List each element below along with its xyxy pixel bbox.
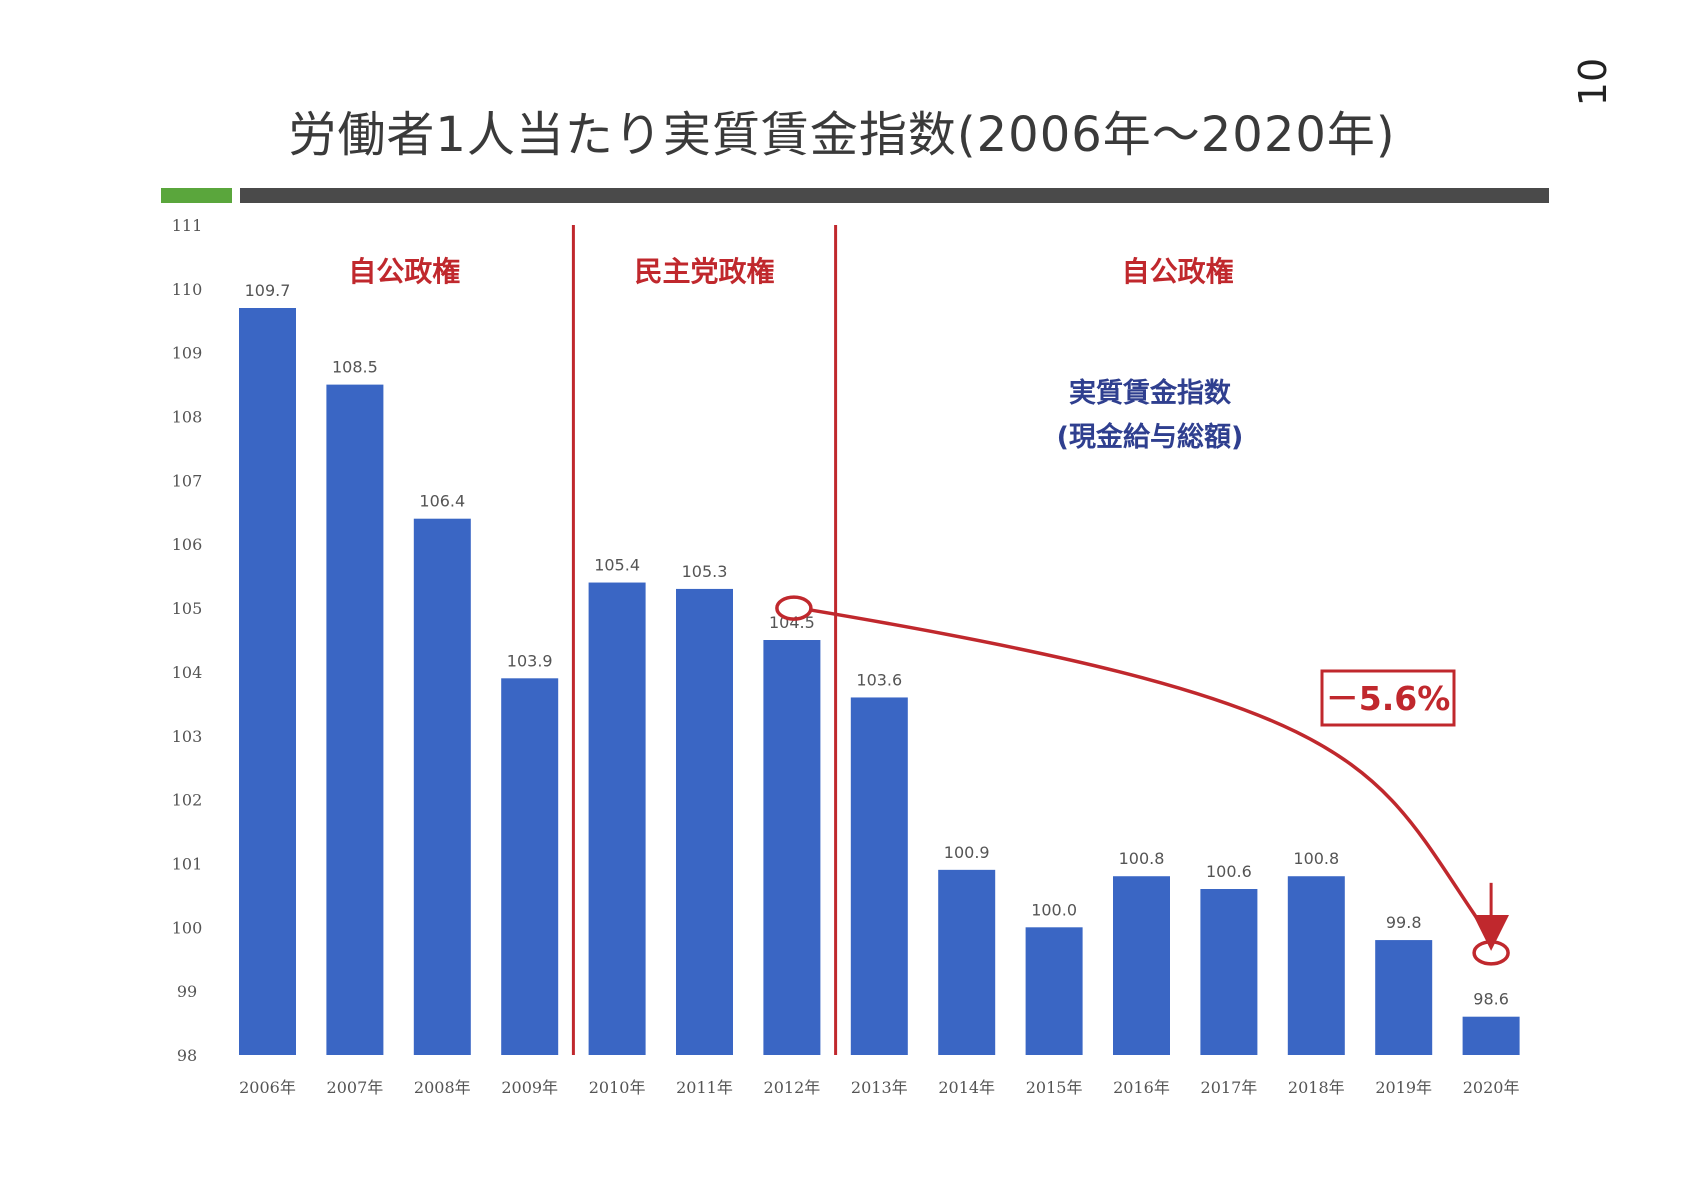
era-label: 自公政権 (1122, 255, 1234, 288)
y-tick-label: 103 (172, 727, 203, 746)
legend-line-1: 実質賃金指数 (1069, 377, 1232, 409)
bar-value-label: 100.9 (944, 843, 990, 862)
bars (239, 308, 1520, 1056)
era-label: 自公政権 (348, 255, 460, 288)
page-title: 労働者1人当たり実質賃金指数(2006年～2020年) (288, 107, 1396, 163)
bar-value-label: 105.3 (682, 562, 728, 581)
bar (239, 308, 296, 1055)
end-marker-circle (1472, 940, 1510, 966)
bar-value-label: 105.4 (594, 556, 640, 575)
y-tick-label: 100 (172, 918, 203, 937)
bar (1287, 876, 1345, 1055)
percentage-box (1320, 669, 1456, 727)
bar-value-label: 99.8 (1386, 913, 1422, 932)
decline-annotation: －5.6% (775, 595, 1510, 966)
legend-line-2: (現金給与総額) (1057, 421, 1244, 453)
x-tick-label: 2009年 (501, 1078, 558, 1097)
bar (588, 582, 646, 1055)
bar-value-label: 109.7 (245, 281, 291, 300)
x-tick-label: 2008年 (414, 1078, 471, 1097)
x-tick-label: 2016年 (1113, 1078, 1170, 1097)
x-tick-label: 2011年 (676, 1078, 733, 1097)
bar-value-label: 98.6 (1473, 990, 1509, 1009)
era-labels: 自公政権 民主党政権 自公政権 (348, 255, 1233, 288)
bar-value-label: 100.8 (1293, 849, 1339, 868)
x-tick-label: 2018年 (1288, 1078, 1345, 1097)
bar (850, 697, 908, 1055)
x-tick-label: 2019年 (1375, 1078, 1432, 1097)
title-underline (240, 188, 1549, 203)
x-tick-label: 2006年 (239, 1078, 296, 1097)
bar (938, 869, 996, 1055)
era-label: 民主党政権 (634, 255, 774, 288)
x-tick-label: 2020年 (1463, 1078, 1520, 1097)
y-tick-label: 101 (172, 854, 203, 873)
x-tick-label: 2017年 (1201, 1078, 1258, 1097)
start-marker-circle (775, 595, 813, 621)
bar (326, 384, 384, 1056)
x-axis-labels: 2006年 2007年 2008年 2009年 2010年 2011年 2012年 2013年… (239, 1078, 1519, 1097)
x-tick-label: 2010年 (589, 1078, 646, 1097)
y-tick-label: 107 (172, 471, 203, 490)
y-tick-label: 104 (172, 663, 203, 682)
bar-value-label: 103.6 (856, 670, 902, 689)
bar (1025, 927, 1083, 1055)
y-axis: 98 99 100 101 102 103 104 105 106 107 108 109 110 111 (172, 216, 203, 1065)
bar (1375, 940, 1433, 1055)
x-tick-label: 2013年 (851, 1078, 908, 1097)
x-tick-label: 2012年 (764, 1078, 821, 1097)
y-tick-label: 99 (177, 982, 197, 1001)
y-tick-label: 106 (172, 535, 203, 554)
bar (413, 518, 471, 1055)
x-tick-label: 2015年 (1026, 1078, 1083, 1097)
percentage-change-label: －5.6% (1326, 679, 1451, 718)
era-dividers (571, 225, 838, 1055)
x-tick-label: 2014年 (938, 1078, 995, 1097)
bar (763, 640, 821, 1055)
y-tick-label: 102 (172, 791, 203, 810)
x-tick-label: 2007年 (327, 1078, 384, 1097)
bar (676, 588, 733, 1055)
bar-value-label: 100.0 (1031, 900, 1077, 919)
bar (1113, 876, 1170, 1055)
bar (1200, 889, 1258, 1055)
bar-value-label: 100.6 (1206, 862, 1252, 881)
y-tick-label: 105 (172, 599, 203, 618)
bar (1462, 1016, 1520, 1055)
decline-trend-curve (810, 608, 1493, 940)
bar (501, 678, 559, 1055)
bar-value-label: 103.9 (507, 651, 553, 670)
y-tick-label: 98 (177, 1046, 197, 1065)
bar-value-label: 100.8 (1119, 849, 1165, 868)
y-tick-label: 111 (172, 216, 203, 235)
title-accent-green (161, 188, 232, 203)
y-tick-label: 108 (172, 408, 203, 427)
bar-value-label: 108.5 (332, 358, 378, 377)
y-tick-label: 110 (172, 280, 203, 299)
y-tick-label: 109 (172, 344, 203, 363)
bar-value-label: 106.4 (419, 492, 465, 511)
